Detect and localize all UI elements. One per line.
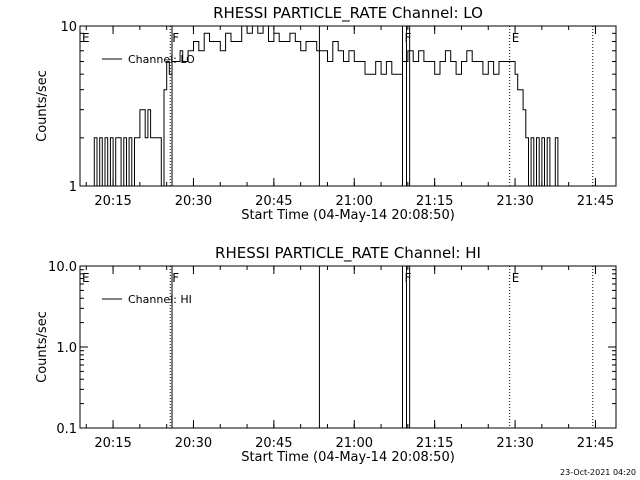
y-axis-label: Counts/sec [35, 311, 50, 383]
x-axis-label: Start Time (04-May-14 20:08:50) [241, 208, 455, 223]
y-axis-label: Counts/sec [35, 70, 50, 142]
event-marker-label: E [82, 271, 90, 285]
series-line [91, 25, 561, 187]
x-tick-label: 20:45 [255, 436, 292, 451]
chart-title: RHESSI PARTICLE_RATE Channel: HI [215, 244, 481, 263]
x-axis-label: Start Time (04-May-14 20:08:50) [241, 450, 455, 465]
x-tick-label: 21:00 [336, 436, 373, 451]
panel-lo: RHESSI PARTICLE_RATE Channel: LO 1 10 20:15… [35, 4, 617, 223]
y-tick-label: 10 [60, 20, 77, 35]
y-tick-label: 10.0 [48, 260, 77, 275]
timestamp-label: 23-Oct-2021 04:20 [560, 468, 636, 477]
legend-label: Channel: HI [128, 293, 192, 306]
x-tick-label: 21:45 [577, 436, 614, 451]
event-marker-label: F [404, 31, 411, 45]
y-tick-label: 0.1 [56, 422, 77, 437]
plot-frame [79, 25, 617, 187]
chart-title: RHESSI PARTICLE_RATE Channel: LO [213, 4, 483, 23]
x-tick-label: 20:15 [94, 436, 131, 451]
legend-label: Channel: LO [128, 53, 195, 66]
x-tick-label: 20:30 [175, 436, 212, 451]
plot-frame [79, 265, 617, 429]
x-tick-label: 21:15 [416, 436, 453, 451]
event-marker-label: F [172, 31, 179, 45]
x-tick-label: 21:00 [336, 194, 373, 209]
event-marker-label: F [172, 271, 179, 285]
event-marker-label: E [512, 31, 520, 45]
x-tick-label: 21:45 [577, 194, 614, 209]
event-marker-label: F [404, 271, 411, 285]
x-tick-label: 21:30 [496, 436, 533, 451]
panel-hi: RHESSI PARTICLE_RATE Channel: HI 0.1 1.0 10… [35, 244, 617, 465]
x-tick-label: 20:15 [94, 194, 131, 209]
x-tick-label: 20:30 [175, 194, 212, 209]
event-marker-label: E [82, 31, 90, 45]
y-tick-label: 1 [69, 180, 77, 195]
x-tick-label: 20:45 [255, 194, 292, 209]
y-tick-label: 1.0 [56, 341, 77, 356]
x-tick-label: 21:15 [416, 194, 453, 209]
x-tick-label: 21:30 [496, 194, 533, 209]
event-marker-label: E [512, 271, 520, 285]
